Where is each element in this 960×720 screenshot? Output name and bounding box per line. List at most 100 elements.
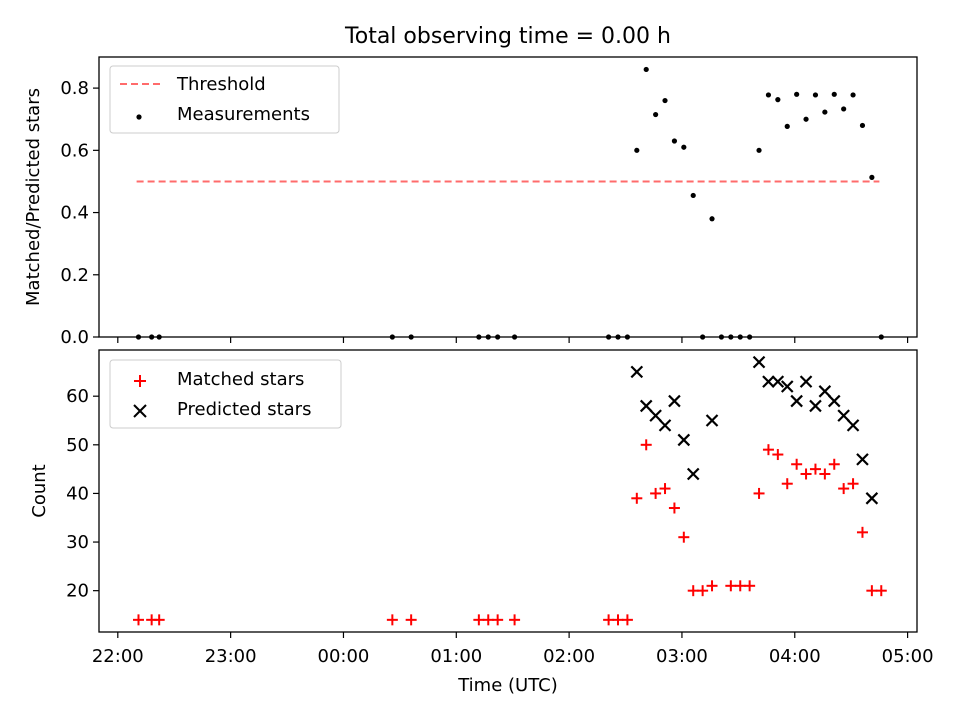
matched-star-point <box>847 478 859 490</box>
bottom-y-tick-label: 50 <box>66 435 89 456</box>
predicted-star-point <box>658 419 672 432</box>
matched-star-point <box>621 614 633 626</box>
matched-star-point <box>603 614 615 626</box>
predicted-star-point <box>677 433 691 447</box>
bottom-legend-box <box>109 359 342 429</box>
measurement-point <box>794 91 800 97</box>
x-tick-label: 23:00 <box>205 646 257 667</box>
x-tick-label: 03:00 <box>656 646 708 667</box>
bottom-y-tick-label: 40 <box>66 483 89 504</box>
bottom-legend: Matched stars Predicted stars <box>109 359 342 429</box>
predicted-star-point <box>762 375 775 388</box>
matched-star-point <box>612 614 624 626</box>
measurement-point <box>634 147 640 153</box>
measurement-point <box>615 334 621 340</box>
measurement-point <box>389 334 395 340</box>
matched-star-point <box>659 483 671 495</box>
measurement-point <box>511 334 518 340</box>
threshold-legend-label: Threshold <box>176 74 266 95</box>
measurement-point <box>756 147 762 153</box>
matched-star-point <box>482 614 494 626</box>
matched-star-point <box>650 487 662 499</box>
matched-star-point <box>509 614 521 626</box>
matched-star-point <box>838 483 850 495</box>
matched-star-point <box>405 614 417 626</box>
measurements-layer <box>135 66 884 340</box>
top-x-ticks <box>117 337 909 343</box>
measurement-point <box>747 334 753 340</box>
matched-star-point <box>668 502 680 514</box>
measurement-point <box>718 334 725 340</box>
top-y-tick-label: 0.8 <box>60 78 89 99</box>
measurement-point <box>149 334 155 340</box>
x-tick-label: 04:00 <box>769 646 821 667</box>
matched-star-point <box>791 458 803 470</box>
measurement-point <box>841 106 847 112</box>
top-plot-frame <box>98 56 918 338</box>
bottom-plot-frame <box>98 349 918 633</box>
predicted-star-point <box>630 365 644 379</box>
predicted-star-point <box>846 419 860 432</box>
measurements-legend-swatch <box>136 114 142 120</box>
predicted-star-point <box>790 394 803 408</box>
measurement-point <box>803 116 809 122</box>
predicted-star-point <box>752 355 766 369</box>
measurement-point <box>812 92 819 98</box>
counts-layer <box>132 355 887 626</box>
measurement-point <box>485 334 491 340</box>
matched-star-point <box>875 585 887 597</box>
top-panel: 0.00.20.40.60.8 Matched/Predicted stars … <box>23 56 918 348</box>
bottom-y-tick-label: 30 <box>66 532 89 553</box>
predicted-star-point <box>705 414 719 427</box>
matched-star-point <box>678 531 690 543</box>
measurement-point <box>156 334 162 340</box>
predicted-star-point <box>649 409 662 422</box>
measurement-point <box>700 334 706 340</box>
measurement-point <box>681 144 687 150</box>
top-y-axis-label: Matched/Predicted stars <box>23 88 44 306</box>
predicted-star-point <box>827 394 841 408</box>
measurement-point <box>822 109 828 115</box>
predicted-star-point <box>818 385 832 398</box>
x-tick-label: 01:00 <box>430 646 482 667</box>
matched-star-point <box>781 478 793 490</box>
measurement-point <box>495 334 501 340</box>
top-legend: Threshold Measurements <box>109 65 340 134</box>
predicted-star-point <box>865 492 879 505</box>
predicted-legend-label: Predicted stars <box>177 399 311 420</box>
matched-star-point <box>725 580 737 592</box>
predicted-star-point <box>809 399 822 413</box>
measurement-point <box>737 334 743 340</box>
measurement-point <box>869 174 875 180</box>
x-axis-label: Time (UTC) <box>457 675 558 696</box>
measurement-point <box>728 334 734 340</box>
top-y-ticks: 0.0 0.2 0.4 0.6 0.8 <box>60 78 99 348</box>
matched-star-point <box>734 580 746 592</box>
measurement-point <box>831 91 837 97</box>
matched-star-point <box>132 614 144 626</box>
measurement-point <box>662 97 668 104</box>
predicted-star-point <box>668 394 681 408</box>
measurement-point <box>850 92 856 98</box>
x-tick-label: 02:00 <box>543 646 595 667</box>
matched-star-point <box>819 468 831 480</box>
measurement-point <box>784 123 790 129</box>
predicted-star-point <box>639 399 653 413</box>
predicted-star-point <box>686 467 700 481</box>
measurement-point <box>765 92 772 98</box>
matched-star-point <box>473 614 485 626</box>
top-y-tick-label: 0.2 <box>60 265 89 286</box>
measurement-point <box>643 66 649 73</box>
matched-star-point <box>828 458 840 470</box>
bottom-y-ticks: 20 30 40 50 60 <box>66 386 99 602</box>
top-legend-box <box>109 65 340 134</box>
matched-star-point <box>762 444 774 456</box>
measurement-point <box>476 334 482 340</box>
measurement-point <box>709 216 715 222</box>
matched-star-point <box>386 614 398 626</box>
bottom-y-tick-label: 60 <box>66 386 89 407</box>
predicted-star-point <box>856 453 869 466</box>
measurement-point <box>859 122 866 129</box>
chart-title: Total observing time = 0.00 h <box>344 24 671 49</box>
